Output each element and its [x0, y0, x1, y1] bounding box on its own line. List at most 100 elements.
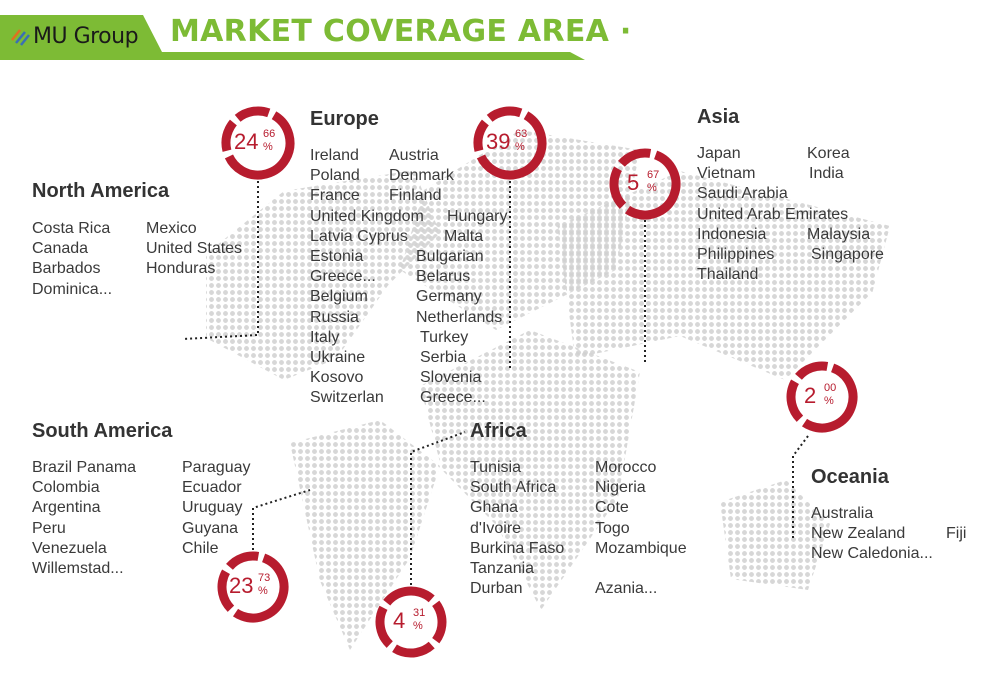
country-row: France Finland	[310, 186, 441, 206]
country: Korea	[807, 145, 850, 162]
country-row: Switzerlan Greece...	[310, 388, 486, 408]
country: Saudi Arabia	[697, 185, 788, 203]
country: Latvia Cyprus	[310, 227, 408, 245]
percent-ring-africa: 4 31%	[371, 582, 451, 662]
country: Belgium	[310, 288, 368, 306]
country: Uruguay	[182, 499, 243, 517]
country-row: Poland Denmark	[310, 166, 454, 186]
ring-icon	[375, 586, 447, 658]
country: Guyana	[182, 519, 239, 537]
country: Tunisia	[470, 459, 521, 476]
country: Tanzania	[470, 559, 535, 577]
country: Malta	[444, 227, 484, 245]
country: Honduras	[146, 260, 216, 278]
country: India	[809, 165, 844, 183]
country-row: Greece... Belarus	[310, 267, 470, 287]
country: Vietnam	[697, 165, 756, 183]
country: Switzerlan	[310, 389, 384, 407]
percent-int: 4	[393, 608, 406, 633]
region-title-africa: Africa	[470, 420, 527, 442]
country: Belarus	[416, 268, 471, 286]
country-row: Saudi Arabia	[697, 184, 848, 204]
country-row: Belgium Germany	[310, 287, 482, 307]
country: United Arab Emirates	[697, 205, 849, 223]
africa-list-left: Tunisia South Africa Ghana d'Ivoire Burk…	[470, 458, 564, 599]
ring-icon	[609, 148, 681, 220]
country: Germany	[416, 288, 482, 306]
country: Burkina Faso	[470, 539, 565, 557]
country: Brazil Panama	[32, 459, 137, 476]
percent-sign: %	[647, 182, 657, 194]
country: Serbia	[420, 348, 467, 366]
country: Singapore	[811, 245, 884, 263]
region-title-south-america: South America	[32, 420, 173, 442]
north-america-list-right: Mexico United States Honduras	[146, 219, 242, 280]
africa-list-right: Morocco Nigeria Cote Togo Mozambique Aza…	[595, 458, 687, 599]
country-row: Japan Korea	[697, 144, 850, 164]
percent-dec: 63	[515, 128, 528, 140]
country: Ireland	[310, 147, 359, 164]
country: Finland	[389, 187, 442, 205]
country: Dominica...	[32, 280, 113, 298]
country: Morocco	[595, 459, 657, 476]
country: Bulgarian	[416, 247, 484, 265]
percent-int: 5	[627, 170, 640, 195]
country-row: United Arab Emirates	[697, 205, 848, 225]
north-america-list-left: Costa Rica Canada Barbados Dominica...	[32, 219, 112, 300]
europe-list: Ireland Austria Poland Denmark France Finland…	[310, 146, 507, 408]
country: Hungary	[447, 207, 508, 225]
percent-dec: 67	[647, 169, 660, 181]
country: Costa Rica	[32, 220, 111, 237]
country-row: Ireland Austria	[310, 146, 439, 166]
country: Austria	[389, 147, 439, 164]
country-row: Kosovo Slovenia	[310, 368, 481, 388]
country: Barbados	[32, 260, 101, 278]
oceania-list-left: Australia New Zealand New Caledonia...	[811, 504, 933, 565]
country: Argentina	[32, 499, 101, 517]
percent-sign: %	[413, 620, 423, 632]
country: Cote	[595, 499, 629, 517]
country: Ghana	[470, 499, 519, 517]
country: Indonesia	[697, 225, 767, 243]
percent-int: 24	[234, 129, 259, 154]
country: Slovenia	[420, 369, 482, 387]
country-row: Thailand	[697, 265, 848, 285]
country: Mozambique	[595, 539, 687, 557]
percent-ring-south-america: 23 73%	[213, 547, 293, 627]
percent-sign: %	[824, 395, 834, 407]
country: Togo	[595, 519, 630, 537]
country	[595, 559, 687, 579]
country-row: Italy Turkey	[310, 328, 468, 348]
percent-dec: 73	[258, 572, 271, 584]
country: Colombia	[32, 479, 100, 497]
ring-icon	[786, 361, 858, 433]
country: Durban	[470, 580, 523, 598]
header-banner: MU Group MARKET COVERAGE AREA ·	[0, 0, 1000, 62]
country-row: Vietnam India	[697, 164, 848, 184]
percent-sign: %	[263, 141, 273, 153]
oceania-list-right: Fiji	[946, 504, 966, 544]
region-title-oceania: Oceania	[811, 466, 889, 488]
country: New Caledonia...	[811, 545, 933, 563]
country-row: Philippines Singapore	[697, 245, 884, 265]
country: Canada	[32, 240, 89, 258]
country: Ukraine	[310, 348, 366, 366]
country-row: United Kingdom Hungary	[310, 207, 507, 227]
country: Paraguay	[182, 459, 251, 476]
country: Greece...	[310, 268, 376, 286]
percent-ring-asia: 5 67%	[605, 144, 685, 224]
percent-dec: 66	[263, 128, 276, 140]
country: Russia	[310, 308, 359, 326]
country-row: Russia Netherlands	[310, 308, 502, 328]
country: Poland	[310, 167, 360, 185]
region-title-north-america: North America	[32, 180, 170, 202]
south-america-list-right: Paraguay Ecuador Uruguay Guyana Chile	[182, 458, 251, 559]
country: Greece...	[420, 389, 486, 407]
region-title-europe: Europe	[310, 108, 379, 130]
banner-shape	[0, 15, 585, 60]
percent-sign: %	[515, 141, 525, 153]
country: New Zealand	[811, 525, 906, 543]
south-america-list-left: Brazil Panama Colombia Argentina Peru Ve…	[32, 458, 136, 579]
country: Chile	[182, 539, 219, 557]
